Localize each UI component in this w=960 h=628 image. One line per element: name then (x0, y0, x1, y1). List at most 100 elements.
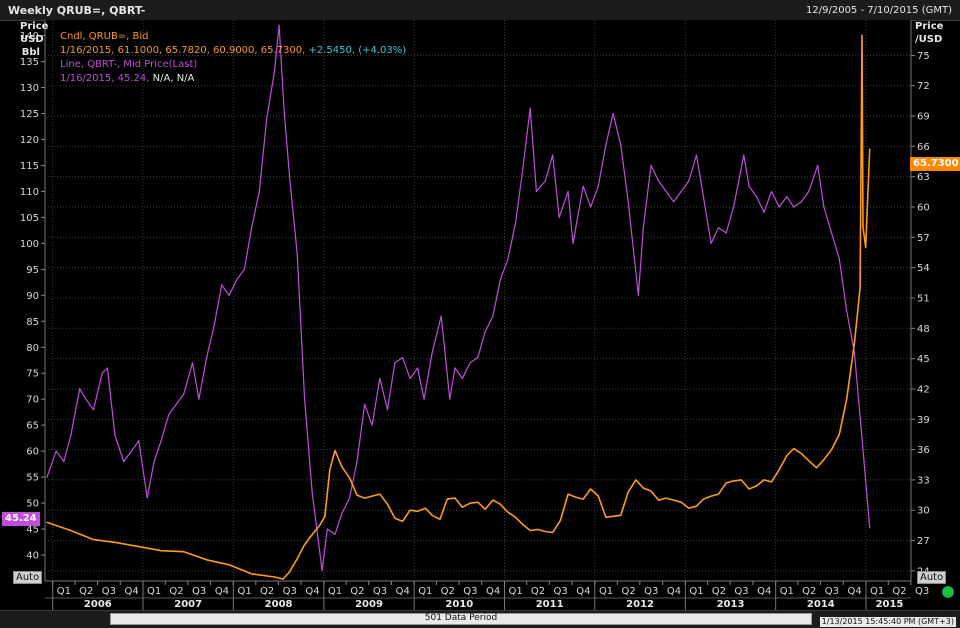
brent-data-point (423, 398, 425, 400)
rub-data-point (815, 467, 818, 469)
brent-data-point (702, 196, 705, 198)
brent-data-point (449, 398, 451, 400)
brent-data-point (620, 144, 622, 146)
brent-data-point (710, 242, 712, 244)
brent-data-point (725, 232, 727, 234)
brent-data-point (326, 528, 328, 530)
left-tick-label: 50 (26, 499, 39, 510)
brent-data-point (221, 284, 223, 286)
quarter-label: Q2 (621, 586, 635, 597)
brent-data-point (228, 294, 230, 296)
year-label: 2012 (626, 599, 654, 610)
quarter-label: Q3 (734, 586, 748, 597)
brent-data-point (205, 357, 208, 359)
rub-data-point (552, 531, 554, 534)
right-tick-label: 69 (917, 112, 930, 123)
brent-data-point (515, 221, 517, 224)
brent-data-point (688, 180, 690, 182)
brent-data-point (658, 180, 660, 182)
right-tick-label: 63 (917, 172, 930, 183)
brent-data-point (198, 398, 200, 400)
brent-data-point (46, 476, 48, 478)
left-tick-label: 125 (20, 109, 39, 120)
brent-data-point (63, 460, 65, 463)
right-auto-scale-button[interactable]: Auto (917, 571, 947, 584)
brent-data-point (572, 242, 574, 244)
rub-data-point (92, 538, 95, 541)
brent-data-point (817, 164, 819, 167)
right-axis-header: Price /USD (915, 20, 943, 46)
rub-data-point (710, 495, 712, 497)
quarter-label: Q1 (509, 586, 523, 597)
brent-data-point (567, 190, 569, 193)
brent-data-point (349, 497, 351, 499)
rub-data-point (70, 529, 72, 532)
rub-data-point (46, 521, 48, 523)
plot-area[interactable] (45, 20, 911, 581)
brent-data-point (717, 227, 720, 229)
rub-data-point (492, 499, 494, 501)
brent-data-point (755, 196, 757, 198)
left-tick-label: 40 (26, 551, 39, 562)
brent-data-point (642, 227, 644, 229)
quarter-label: Q4 (486, 586, 500, 597)
right-tick-label: 30 (917, 506, 930, 517)
rub-data-point (830, 448, 833, 451)
rub-data-point (521, 523, 524, 525)
year-label: 2006 (84, 599, 112, 610)
brent-data-point (394, 362, 396, 364)
rub-data-point (499, 503, 501, 505)
year-label: 2014 (807, 599, 835, 610)
right-tick-label: 66 (917, 142, 930, 153)
data-period-label: 501 Data Period (424, 613, 498, 623)
brent-data-point (153, 460, 155, 463)
brent-data-point (243, 268, 246, 270)
quarter-label: Q2 (712, 586, 726, 597)
left-axis-header-line1: Price (20, 21, 49, 32)
rub-data-point (544, 530, 546, 533)
rub-data-point (770, 481, 773, 483)
quarter-label: Q1 (147, 586, 161, 597)
year-label: 2008 (265, 599, 293, 610)
brent-data-point (70, 434, 72, 437)
brent-data-point (846, 310, 848, 312)
quarter-label: Q3 (373, 586, 387, 597)
left-tick-label: 120 (20, 135, 39, 146)
legend-rub-name: Cndl, QRUB=, Bid (60, 31, 149, 42)
rub-data-point (733, 480, 735, 482)
rub-data-point (288, 571, 291, 573)
time-scrollbar[interactable]: 501 Data Period (110, 613, 812, 625)
left-tick-label: 85 (26, 317, 39, 328)
year-label: 2011 (536, 599, 564, 610)
rub-data-point (515, 516, 517, 518)
quarter-label: Q3 (102, 586, 116, 597)
rub-series-line (46, 34, 871, 580)
rub-data-point (329, 469, 331, 471)
brent-data-point (341, 512, 343, 515)
quarter-label: Q2 (892, 586, 906, 597)
left-axis-header: Price USD Bbl (20, 20, 49, 59)
brent-data-point (311, 492, 313, 494)
brent-data-point (695, 154, 698, 156)
brent-data-point (278, 24, 280, 26)
rub-data-point (869, 148, 871, 150)
brent-data-point (334, 533, 336, 535)
brent-data-point (743, 154, 745, 156)
rub-data-point (786, 455, 788, 457)
left-tick-label: 45 (26, 525, 39, 536)
left-tick-label: 65 (26, 421, 39, 432)
brent-data-point (251, 227, 253, 229)
brent-data-point (401, 357, 404, 359)
brent-data-point (461, 377, 464, 380)
quarter-label: Q4 (847, 586, 861, 597)
rub-data-point (282, 578, 284, 580)
brent-data-point (440, 315, 442, 317)
left-tick-label: 95 (26, 265, 39, 276)
left-auto-scale-button[interactable]: Auto (13, 571, 43, 584)
rub-data-point (861, 34, 863, 36)
left-tick-label: 135 (20, 57, 39, 68)
brent-data-point (266, 118, 268, 120)
right-tick-label: 33 (917, 475, 930, 486)
status-indicator-icon[interactable] (942, 586, 954, 598)
